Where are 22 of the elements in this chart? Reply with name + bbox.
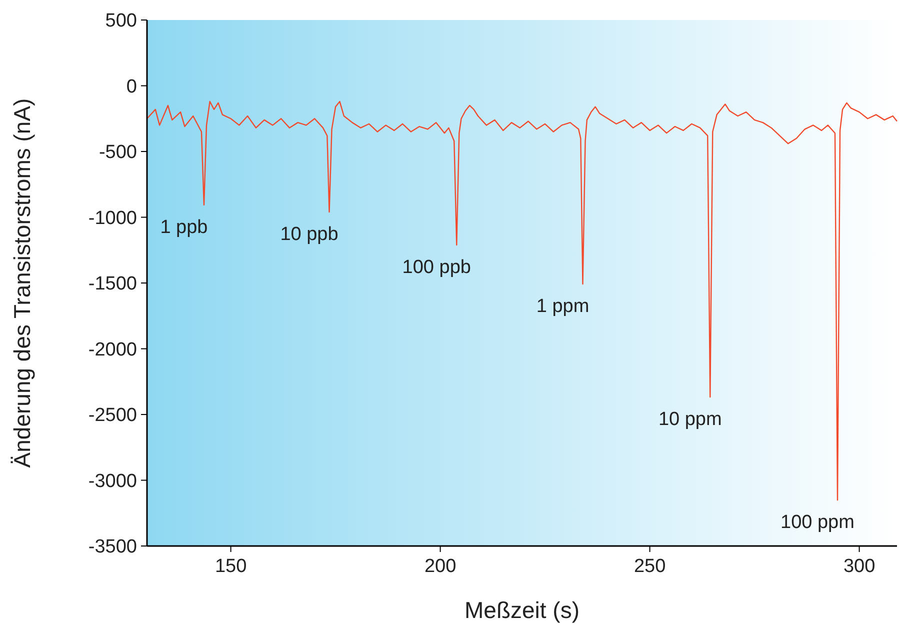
- y-tick-label: -2000: [88, 339, 137, 360]
- y-tick-label: -2500: [88, 405, 137, 426]
- x-tick-label: 300: [843, 556, 876, 577]
- y-tick-label: -3000: [88, 470, 137, 492]
- annotation: 10 ppm: [658, 409, 722, 430]
- line-series: [146, 100, 898, 501]
- y-tick-label: -1000: [88, 208, 137, 229]
- y-axis-title: Änderung des Transistorstroms (nA): [9, 98, 35, 468]
- y-tick-label: -1500: [88, 274, 137, 295]
- annotation: 100 ppm: [780, 512, 854, 533]
- annotation: 1 ppm: [536, 296, 590, 318]
- annotation: 10 ppb: [280, 224, 338, 245]
- x-tick-label: 250: [634, 556, 666, 577]
- y-tick-label: -500: [98, 142, 137, 164]
- x-tick-label: 150: [214, 556, 247, 577]
- y-tick-label: -3500: [88, 536, 137, 558]
- annotation: 100 ppb: [402, 256, 471, 278]
- y-tick-label: 500: [105, 10, 137, 32]
- annotation: 1 ppb: [160, 217, 208, 238]
- y-tick-label: 0: [126, 76, 137, 98]
- x-axis-title: Meßzeit (s): [464, 597, 580, 623]
- x-tick-label: 200: [424, 556, 456, 577]
